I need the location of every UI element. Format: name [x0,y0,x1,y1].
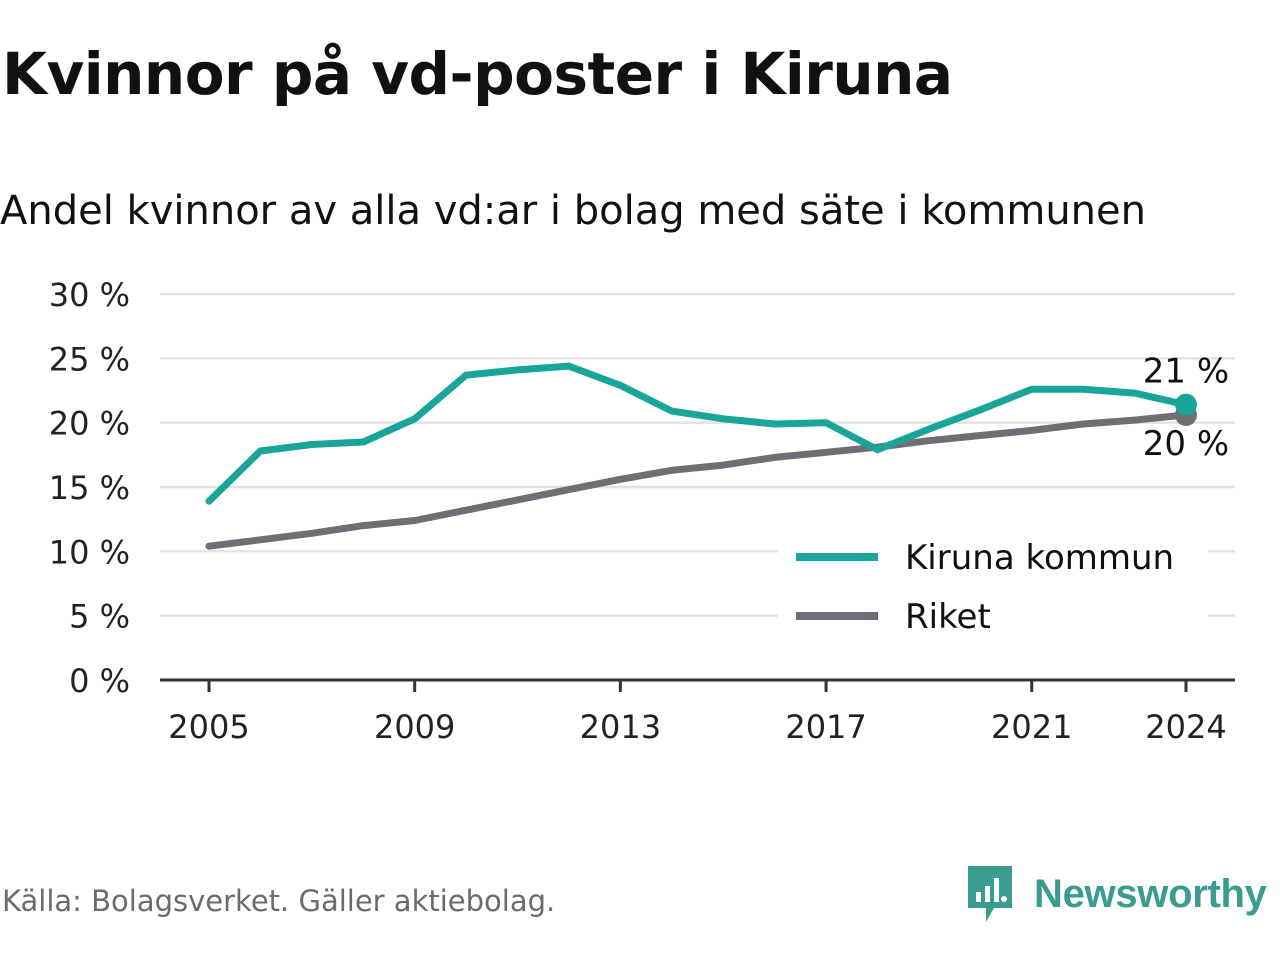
x-tick-label: 2024 [1145,708,1226,746]
y-tick-label: 5 % [69,598,130,636]
y-tick-label: 30 % [49,276,130,314]
y-tick-label: 0 % [69,662,130,700]
end-label-kiruna: 21 % [1143,352,1229,392]
y-tick-label: 25 % [49,340,130,378]
legend-label: Kiruna kommun [905,538,1174,578]
legend: Kiruna kommun Riket [778,531,1208,642]
y-tick-label: 20 % [49,405,130,443]
x-axis-ticks: 2005 2009 2013 2017 2021 2024 [168,680,1227,746]
series-end-point-kiruna [1175,393,1197,416]
series-line-kiruna [205,362,1190,505]
newsworthy-logo-icon [968,866,1012,922]
page-title: Kvinnor på vd-poster i Kiruna [2,40,953,108]
y-tick-label: 10 % [49,533,130,571]
end-labels: 21 % 20 % [1143,352,1229,464]
x-tick-label: 2021 [991,708,1072,746]
end-label-riket: 20 % [1143,424,1229,464]
legend-label: Riket [905,597,991,637]
brand-logo: Newsworthy [964,864,1267,924]
page-subtitle: Andel kvinnor av alla vd:ar i bolag med … [0,188,1146,234]
x-tick-label: 2005 [168,708,249,746]
gridlines [160,292,1235,617]
x-tick-label: 2009 [374,708,455,746]
series-lines [205,362,1197,550]
source-note: Källa: Bolagsverket. Gäller aktiebolag. [2,884,556,918]
brand-name: Newsworthy [1034,871,1267,916]
y-tick-label: 15 % [49,469,130,507]
x-tick-label: 2017 [785,708,866,746]
x-tick-label: 2013 [580,708,661,746]
series-line-riket [205,411,1190,550]
y-axis-ticks: 0 % 5 % 10 % 15 % 20 % 25 % 30 % [49,276,130,700]
